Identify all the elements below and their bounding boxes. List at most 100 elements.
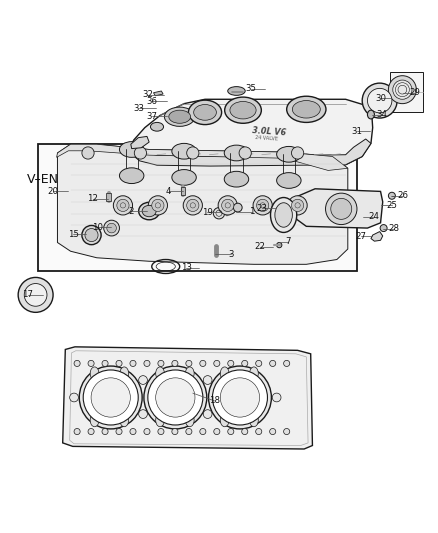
Ellipse shape (367, 110, 374, 119)
Text: 35: 35 (245, 84, 256, 93)
Circle shape (200, 360, 206, 367)
Ellipse shape (277, 173, 301, 188)
Circle shape (214, 429, 220, 434)
Circle shape (242, 360, 248, 367)
Text: V–ENGINE: V–ENGINE (27, 173, 89, 185)
Text: 32: 32 (142, 91, 153, 100)
Bar (390, 72, 423, 111)
Text: 36: 36 (147, 97, 158, 106)
Circle shape (220, 378, 260, 417)
Circle shape (102, 360, 108, 367)
Circle shape (228, 360, 234, 367)
Circle shape (203, 376, 212, 384)
Ellipse shape (164, 107, 195, 126)
Circle shape (104, 220, 120, 236)
Circle shape (256, 360, 262, 367)
Polygon shape (371, 231, 383, 241)
Text: 28: 28 (388, 224, 399, 233)
Circle shape (117, 199, 129, 212)
Ellipse shape (277, 147, 301, 162)
Circle shape (325, 193, 357, 224)
Circle shape (257, 199, 269, 212)
Circle shape (291, 199, 304, 212)
Circle shape (253, 196, 272, 215)
Circle shape (113, 196, 133, 215)
Circle shape (213, 207, 225, 219)
Circle shape (239, 147, 251, 159)
Circle shape (362, 83, 397, 118)
Circle shape (155, 378, 195, 417)
Circle shape (186, 429, 192, 434)
Ellipse shape (271, 198, 297, 232)
Circle shape (85, 229, 98, 241)
Circle shape (212, 370, 268, 425)
Circle shape (200, 429, 206, 434)
Text: 2: 2 (128, 207, 134, 215)
Circle shape (272, 393, 281, 402)
Polygon shape (63, 347, 312, 449)
Circle shape (270, 429, 276, 434)
Circle shape (116, 360, 122, 367)
Circle shape (139, 410, 148, 418)
Text: 27: 27 (356, 232, 367, 241)
Text: 3: 3 (229, 250, 234, 259)
Ellipse shape (250, 414, 258, 427)
Circle shape (139, 376, 148, 384)
Text: 3.0L V6: 3.0L V6 (251, 126, 286, 138)
Text: 24 VALVE: 24 VALVE (255, 135, 279, 142)
Circle shape (134, 147, 147, 159)
Polygon shape (57, 144, 348, 264)
Circle shape (187, 199, 199, 212)
Ellipse shape (120, 142, 144, 157)
Circle shape (331, 198, 352, 220)
Circle shape (116, 429, 122, 434)
Circle shape (172, 429, 178, 434)
Ellipse shape (120, 414, 129, 427)
Text: 10: 10 (92, 223, 103, 232)
Ellipse shape (228, 87, 245, 95)
Circle shape (284, 429, 290, 434)
Circle shape (270, 360, 276, 367)
Text: 13: 13 (181, 263, 192, 272)
Text: 30: 30 (375, 94, 386, 103)
Bar (106, 193, 111, 200)
Polygon shape (294, 189, 383, 228)
Circle shape (88, 360, 94, 367)
Ellipse shape (230, 101, 256, 119)
Circle shape (208, 366, 272, 429)
Circle shape (18, 277, 53, 312)
Circle shape (107, 223, 117, 233)
Circle shape (152, 199, 164, 212)
Circle shape (144, 366, 207, 429)
Text: 15: 15 (68, 230, 79, 239)
Circle shape (389, 76, 417, 103)
Ellipse shape (155, 367, 164, 380)
Text: 33: 33 (133, 103, 144, 112)
Circle shape (172, 360, 178, 367)
Text: 25: 25 (387, 201, 398, 210)
Ellipse shape (275, 203, 292, 227)
Circle shape (24, 284, 47, 306)
Ellipse shape (139, 203, 159, 220)
Circle shape (214, 360, 220, 367)
Circle shape (256, 429, 262, 434)
Circle shape (74, 429, 80, 434)
Circle shape (393, 80, 412, 99)
Text: 34: 34 (377, 110, 388, 119)
Circle shape (284, 360, 290, 367)
Ellipse shape (224, 145, 249, 161)
Text: 4: 4 (166, 187, 172, 196)
Circle shape (70, 393, 78, 402)
Ellipse shape (120, 168, 144, 183)
Circle shape (186, 360, 192, 367)
Circle shape (130, 429, 136, 434)
Circle shape (380, 224, 387, 231)
Ellipse shape (185, 367, 194, 380)
Circle shape (288, 196, 307, 215)
Text: 22: 22 (254, 243, 265, 252)
Ellipse shape (120, 367, 129, 380)
Ellipse shape (224, 171, 249, 187)
Ellipse shape (194, 104, 216, 120)
Bar (38, 144, 357, 271)
Ellipse shape (250, 367, 258, 380)
